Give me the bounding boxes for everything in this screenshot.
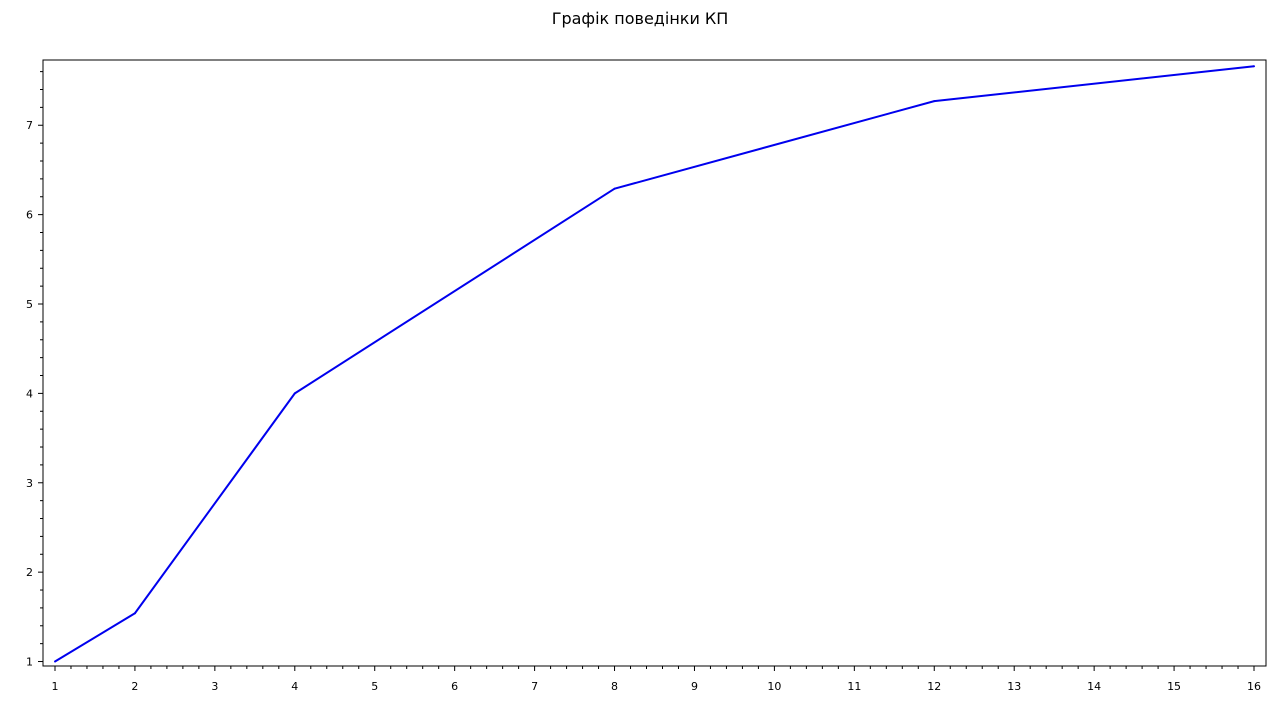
x-tick-label: 15: [1167, 680, 1181, 693]
x-tick-label: 2: [131, 680, 138, 693]
data-point: [1253, 65, 1256, 68]
x-tick-label: 14: [1087, 680, 1101, 693]
x-tick-label: 7: [531, 680, 538, 693]
x-tick-label: 16: [1247, 680, 1261, 693]
plot-area-frame: [42, 59, 1267, 667]
chart-title: Графік поведінки КП: [551, 9, 729, 28]
y-tick-label: 7: [26, 119, 33, 132]
y-tick-label: 1: [26, 656, 33, 669]
x-tick-label: 8: [611, 680, 618, 693]
series-layer: [53, 65, 1256, 663]
x-tick-label: 12: [927, 680, 941, 693]
y-tick-label: 2: [26, 566, 33, 579]
x-tick-label: 5: [371, 680, 378, 693]
data-point: [613, 187, 616, 190]
x-tick-label: 11: [847, 680, 861, 693]
x-tick-label: 13: [1007, 680, 1021, 693]
data-point: [293, 392, 296, 395]
x-tick-label: 6: [451, 680, 458, 693]
y-tick-label: 5: [26, 298, 33, 311]
data-point: [133, 612, 136, 615]
x-tick-label: 1: [51, 680, 58, 693]
x-tick-label: 10: [767, 680, 781, 693]
x-tick-label: 4: [291, 680, 298, 693]
y-tick-label: 3: [26, 477, 33, 490]
x-tick-label: 9: [691, 680, 698, 693]
series-line: [54, 65, 1255, 663]
data-point: [53, 660, 56, 663]
x-tick-label: 3: [211, 680, 218, 693]
data-point: [933, 100, 936, 103]
y-tick-label: 6: [26, 209, 33, 222]
y-tick-label: 4: [26, 387, 33, 400]
